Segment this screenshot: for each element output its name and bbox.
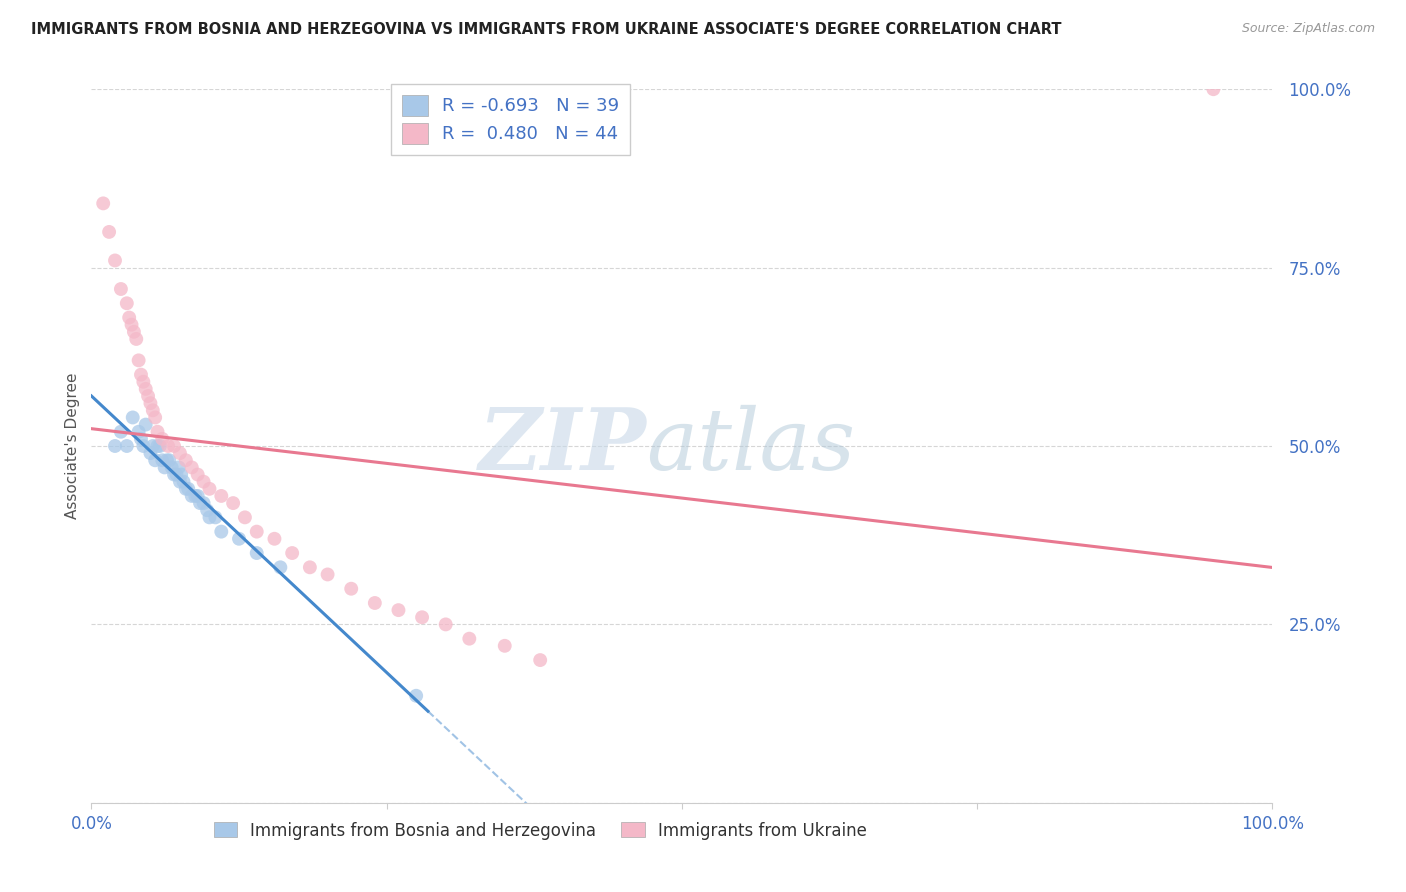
Point [121, 318, 143, 332]
Point [104, 439, 127, 453]
Point [169, 475, 191, 489]
Point [169, 446, 191, 460]
Point [146, 439, 169, 453]
Point [316, 567, 339, 582]
Point [195, 503, 218, 517]
Point [222, 496, 245, 510]
Point [139, 396, 162, 410]
Point [405, 689, 427, 703]
Point [174, 482, 197, 496]
Point [246, 546, 269, 560]
Point [135, 417, 157, 432]
Point [193, 475, 215, 489]
Text: ZIP: ZIP [478, 404, 647, 488]
Point [1202, 82, 1225, 96]
Point [434, 617, 457, 632]
Point [177, 482, 200, 496]
Point [132, 375, 155, 389]
Point [128, 425, 150, 439]
Point [167, 460, 190, 475]
Point [170, 467, 193, 482]
Point [132, 439, 155, 453]
Point [165, 467, 187, 482]
Point [364, 596, 387, 610]
Point [157, 453, 180, 467]
Point [198, 510, 221, 524]
Point [104, 253, 127, 268]
Point [143, 453, 166, 467]
Point [204, 510, 226, 524]
Point [118, 310, 141, 325]
Text: Source: ZipAtlas.com: Source: ZipAtlas.com [1241, 22, 1375, 36]
Point [150, 453, 173, 467]
Point [115, 439, 138, 453]
Point [187, 467, 209, 482]
Point [233, 510, 256, 524]
Point [142, 403, 165, 417]
Point [458, 632, 481, 646]
Point [160, 460, 183, 475]
Point [228, 532, 250, 546]
Point [121, 410, 143, 425]
Point [180, 489, 202, 503]
Point [98, 225, 121, 239]
Point [198, 482, 221, 496]
Point [281, 546, 304, 560]
Point [163, 439, 186, 453]
Point [136, 389, 159, 403]
Point [91, 196, 114, 211]
Point [246, 524, 269, 539]
Point [156, 453, 179, 467]
Point [263, 532, 285, 546]
Point [135, 382, 157, 396]
Point [209, 489, 232, 503]
Point [174, 453, 197, 467]
Point [139, 446, 162, 460]
Point [411, 610, 433, 624]
Point [494, 639, 516, 653]
Point [298, 560, 321, 574]
Point [387, 603, 409, 617]
Point [128, 353, 150, 368]
Point [129, 432, 152, 446]
Point [209, 524, 232, 539]
Point [173, 475, 195, 489]
Point [110, 425, 132, 439]
Text: IMMIGRANTS FROM BOSNIA AND HERZEGOVINA VS IMMIGRANTS FROM UKRAINE ASSOCIATE'S DE: IMMIGRANTS FROM BOSNIA AND HERZEGOVINA V… [31, 22, 1062, 37]
Point [184, 489, 207, 503]
Point [115, 296, 138, 310]
Point [193, 496, 215, 510]
Point [269, 560, 291, 574]
Legend: Immigrants from Bosnia and Herzegovina, Immigrants from Ukraine: Immigrants from Bosnia and Herzegovina, … [205, 814, 875, 848]
Point [129, 368, 152, 382]
Point [153, 460, 176, 475]
Y-axis label: Associate's Degree: Associate's Degree [65, 373, 80, 519]
Point [122, 325, 145, 339]
Point [150, 432, 173, 446]
Point [143, 410, 166, 425]
Point [529, 653, 551, 667]
Point [340, 582, 363, 596]
Point [146, 425, 169, 439]
Point [188, 496, 211, 510]
Text: atlas: atlas [647, 405, 856, 487]
Point [125, 332, 148, 346]
Point [110, 282, 132, 296]
Point [157, 439, 180, 453]
Point [187, 489, 209, 503]
Point [163, 467, 186, 482]
Point [149, 439, 172, 453]
Point [142, 439, 165, 453]
Point [180, 460, 202, 475]
